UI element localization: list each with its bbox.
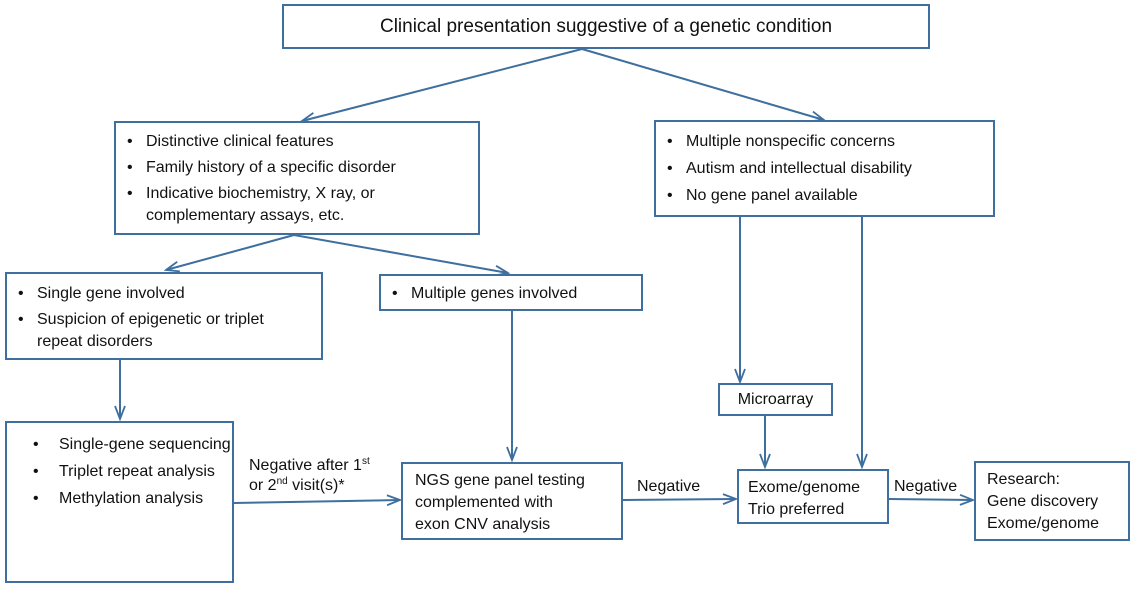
- research-line-1: Research:: [987, 471, 1060, 488]
- negative-visit-line1: Negative after 1: [249, 457, 362, 474]
- test-item-triplet-repeat: Triplet repeat analysis: [7, 461, 232, 483]
- ngs-panel-box: NGS gene panel testing complemented with…: [401, 462, 623, 540]
- nonspecific-item-concerns: Multiple nonspecific concerns: [656, 131, 993, 153]
- nonspecific-item-no-panel: No gene panel available: [656, 185, 993, 207]
- ngs-line-1: NGS gene panel testing: [415, 472, 585, 489]
- exome-genome-box: Exome/genome Trio preferred: [737, 469, 889, 524]
- clinical-presentation-box: Clinical presentation suggestive of a ge…: [282, 4, 930, 49]
- single-gene-item-suspicion: Suspicion of epigenetic or triplet repea…: [7, 309, 321, 353]
- arrow-distinctive-to-multiple-genes: [293, 234, 508, 273]
- distinctive-item-features: Distinctive clinical features: [116, 131, 478, 153]
- nonspecific-item-autism: Autism and intellectual disability: [656, 158, 993, 180]
- negative-after-visit-label: Negative after 1st or 2nd visit(s)*: [249, 456, 370, 496]
- arrow-ngs-to-exome: [622, 499, 736, 500]
- clinical-presentation-text: Clinical presentation suggestive of a ge…: [379, 16, 833, 37]
- negative-visit-sup1: st: [361, 456, 370, 467]
- ngs-line-3: exon CNV analysis: [415, 516, 551, 533]
- research-line-2: Gene discovery: [987, 493, 1099, 510]
- distinctive-item-family-history: Family history of a specific disorder: [116, 157, 478, 179]
- ngs-line-2: complemented with: [415, 494, 553, 511]
- distinctive-features-box: Distinctive clinical features Family his…: [114, 121, 480, 235]
- negative-visit-line2-prefix: or 2: [249, 477, 277, 494]
- single-gene-box: Single gene involved Suspicion of epigen…: [5, 272, 323, 360]
- arrow-distinctive-to-single-gene: [166, 234, 295, 270]
- test-item-methylation: Methylation analysis: [7, 488, 232, 510]
- multiple-genes-box: Multiple genes involved: [379, 274, 643, 311]
- research-box: Research: Gene discovery Exome/genome: [974, 461, 1130, 541]
- arrow-clinical-to-nonspecific: [581, 48, 824, 120]
- negative-visit-sup2: nd: [276, 476, 288, 487]
- multiple-genes-item: Multiple genes involved: [381, 283, 641, 305]
- arrow-exome-to-research: [888, 499, 973, 500]
- arrow-tests-to-ngs: [233, 500, 400, 503]
- distinctive-item-biochemistry: Indicative biochemistry, X ray, or compl…: [116, 183, 478, 227]
- exome-line-1: Exome/genome: [748, 479, 861, 496]
- microarray-text: Microarray: [737, 391, 814, 408]
- research-line-3: Exome/genome: [987, 515, 1100, 532]
- negative-visit-line2-suffix: visit(s)*: [287, 477, 345, 494]
- nonspecific-concerns-box: Multiple nonspecific concerns Autism and…: [654, 120, 995, 217]
- negative-exome-label: Negative: [894, 478, 958, 495]
- single-gene-tests-box: Single-gene sequencing Triplet repeat an…: [5, 421, 234, 583]
- microarray-box: Microarray: [718, 383, 833, 416]
- exome-line-2: Trio preferred: [748, 501, 845, 518]
- negative-ngs-label: Negative: [637, 478, 701, 495]
- arrow-clinical-to-distinctive: [302, 48, 583, 121]
- single-gene-item-involved: Single gene involved: [7, 283, 321, 305]
- test-item-single-gene-sequencing: Single-gene sequencing: [7, 434, 232, 456]
